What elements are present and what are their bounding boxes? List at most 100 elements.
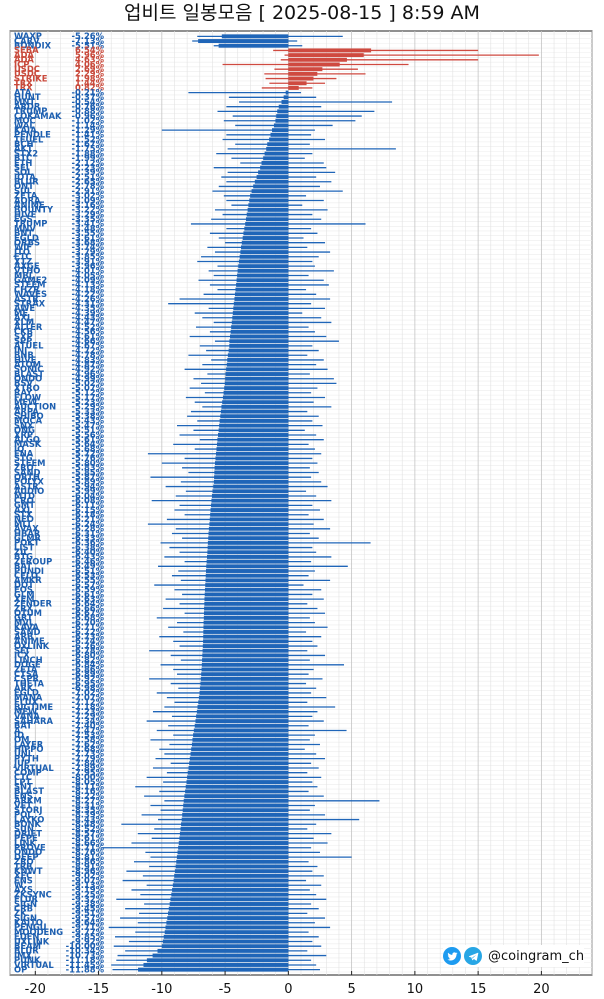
coin-label: BONK — [14, 819, 42, 829]
coin-label: VANA — [14, 711, 40, 721]
pct-label: -5.89% — [71, 477, 104, 487]
bar-body — [204, 597, 289, 602]
coin-label: PEPE — [14, 833, 38, 843]
pct-label: -6.86% — [71, 664, 104, 674]
pct-label: 2.29% — [75, 69, 105, 79]
bar-row — [146, 883, 322, 888]
coin-label: STRAX — [14, 298, 46, 308]
bar-row — [232, 114, 362, 119]
bar-row — [126, 869, 313, 874]
coin-label: AXS — [14, 885, 33, 895]
coin-label: ZIL — [14, 547, 29, 557]
bar-body — [237, 268, 289, 273]
pct-label: -6.15% — [71, 505, 104, 515]
coin-label: FLUR — [14, 894, 39, 904]
bar-body — [288, 71, 318, 76]
bar-row — [226, 132, 312, 137]
pct-label: -4.05% — [71, 270, 104, 280]
bar-row — [173, 667, 314, 672]
bar-row — [146, 775, 322, 780]
pct-label: -8.00% — [71, 772, 104, 782]
coin-label: SEBA — [14, 45, 39, 55]
pct-label: -2.23% — [71, 162, 104, 172]
coin-label: AXL — [14, 505, 33, 515]
bar-row — [188, 90, 301, 95]
bar-row — [222, 137, 326, 142]
pct-label: -8.22% — [71, 791, 104, 801]
bar-row — [173, 733, 315, 738]
pct-label: -7.95% — [71, 767, 104, 777]
coin-label: EGLD — [14, 688, 39, 698]
bar-body — [247, 207, 289, 212]
bar-row — [211, 217, 322, 222]
bar-body — [152, 953, 289, 958]
bar-body — [205, 573, 289, 578]
bar-body — [269, 137, 289, 142]
pct-label: -8.16% — [71, 786, 104, 796]
pct-label: -5.83% — [71, 463, 104, 473]
pct-label: -2.12% — [71, 158, 104, 168]
pct-label: -4.43% — [71, 313, 104, 323]
bar-row — [184, 512, 309, 517]
bar-body — [222, 400, 289, 405]
telegram-icon — [464, 947, 482, 965]
bar-row — [284, 53, 539, 58]
bar-row — [195, 325, 309, 330]
x-tick-label: 5 — [347, 982, 355, 997]
coin-label: ZETA — [14, 664, 38, 674]
bar-row — [218, 236, 304, 240]
bar-body — [220, 409, 289, 414]
bar-body — [202, 653, 289, 658]
bar-body — [234, 297, 289, 301]
pct-label: -0.21% — [71, 87, 104, 97]
bar-body — [278, 104, 289, 109]
coin-label: AUDIO — [14, 486, 44, 496]
bar-body — [241, 245, 289, 250]
pct-label: -5.72% — [71, 449, 104, 459]
pct-label: -8.35% — [71, 805, 104, 815]
bar-body — [204, 587, 289, 592]
bar-row — [214, 339, 339, 344]
bar-body — [203, 611, 289, 616]
bar-row — [221, 175, 317, 180]
pct-label: -5.94% — [71, 481, 104, 491]
bar-row — [175, 526, 331, 531]
pct-label: -5.64% — [71, 439, 104, 449]
bar-body — [234, 292, 289, 297]
pct-label: -9.92% — [71, 936, 104, 946]
bar-body — [191, 742, 289, 747]
coin-label: ME — [14, 308, 28, 318]
pct-label: -10.34% — [66, 946, 105, 956]
pct-label: -4.18% — [71, 284, 104, 294]
pct-label: -5.76% — [71, 453, 104, 463]
pct-label: -6.92% — [71, 674, 104, 684]
bar-body — [232, 311, 289, 316]
bar-row — [217, 287, 307, 292]
coin-label: SXP — [14, 331, 33, 341]
coin-label: IMX — [14, 950, 32, 960]
bar-body — [272, 128, 289, 133]
bar-body — [176, 855, 289, 860]
coin-label: STEEM — [14, 458, 46, 468]
coin-label: ARKM — [14, 796, 42, 806]
bar-body — [205, 569, 289, 573]
pct-label: -6.84% — [71, 660, 104, 670]
pct-label: -7.58% — [71, 735, 104, 745]
bar-row — [131, 887, 310, 892]
bar-body — [174, 873, 289, 878]
bar-row — [274, 67, 358, 72]
coin-label: IQ — [14, 444, 24, 454]
pct-label: -5.61% — [71, 434, 104, 444]
coin-label: XTRO — [14, 383, 40, 393]
bar-body — [266, 146, 289, 151]
pct-label: -7.07% — [71, 692, 104, 702]
pct-label: -8.27% — [71, 796, 104, 806]
bar-row — [150, 475, 312, 480]
bar-row — [177, 423, 323, 428]
bar-body — [224, 386, 289, 391]
coin-label: BLUR — [14, 177, 39, 187]
coin-label: GRT — [14, 613, 33, 623]
bar-body — [243, 231, 289, 236]
bar-row — [180, 578, 331, 583]
bar-body — [181, 817, 289, 822]
